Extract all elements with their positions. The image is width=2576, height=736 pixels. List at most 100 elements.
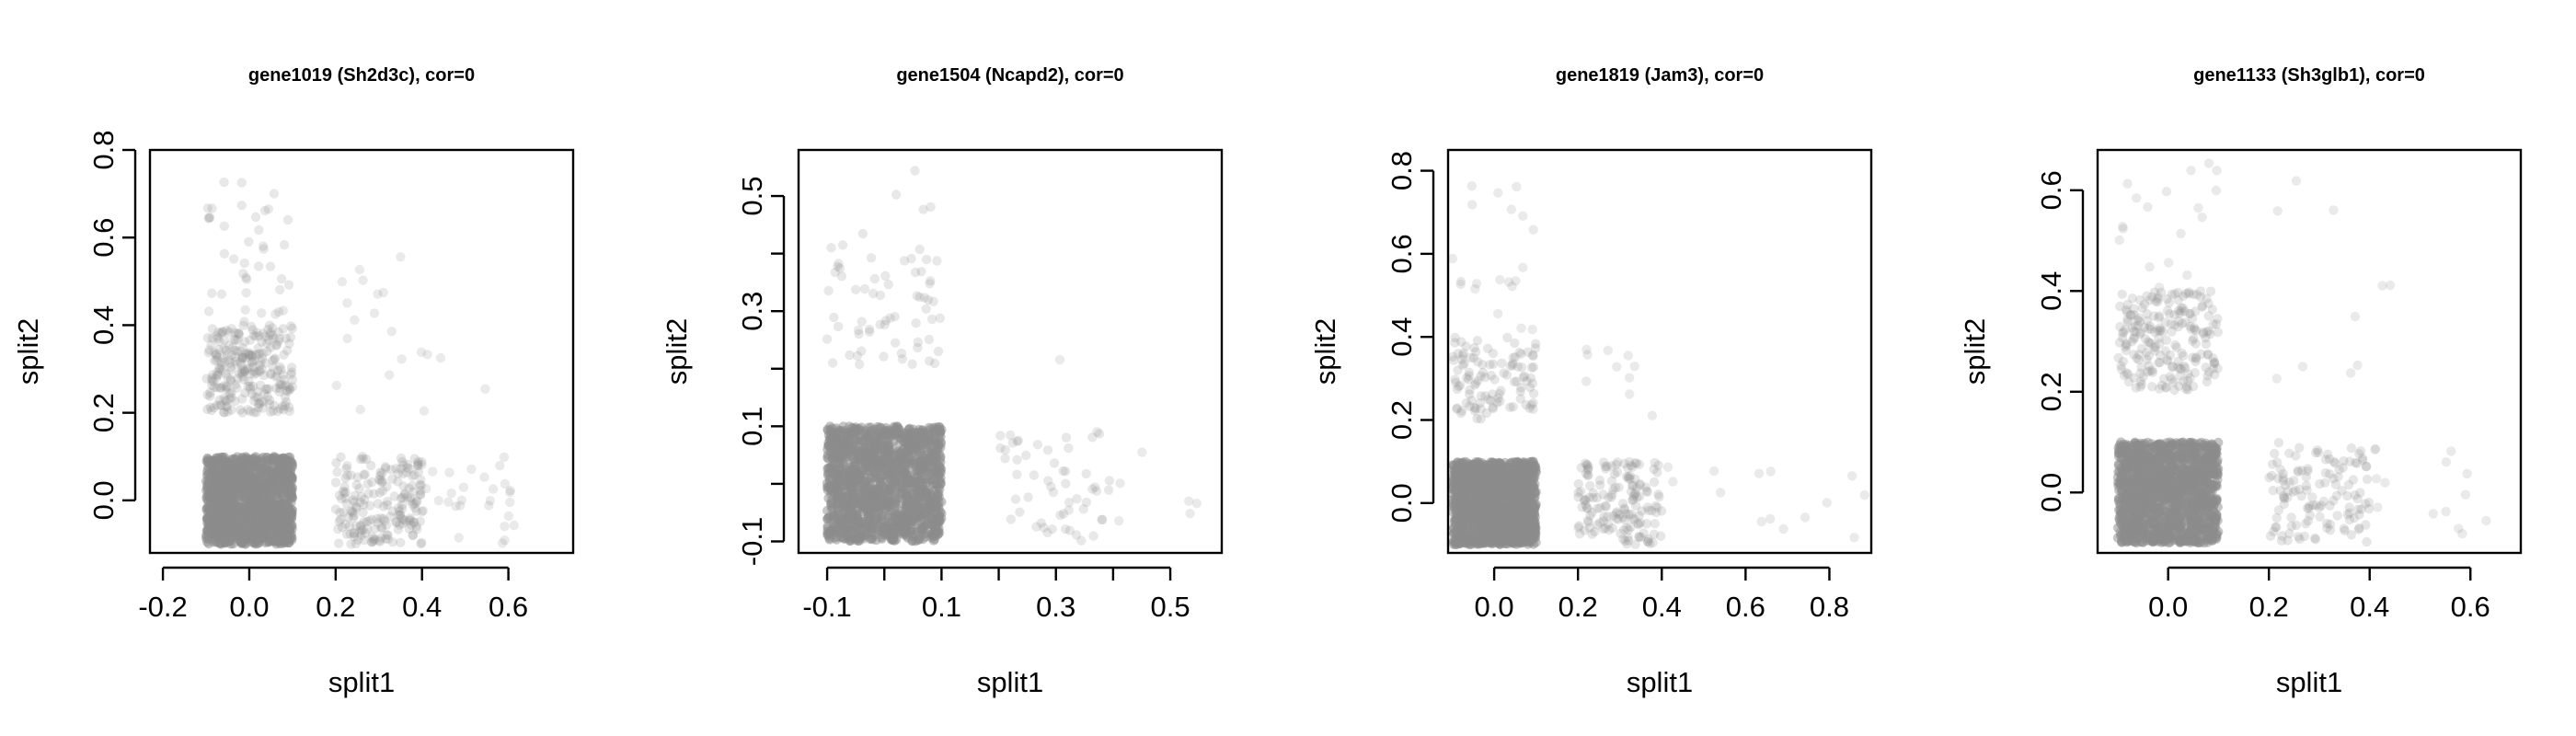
data-point bbox=[1448, 477, 1457, 487]
data-point bbox=[995, 443, 1006, 454]
data-point bbox=[1032, 440, 1043, 450]
data-point bbox=[361, 454, 372, 465]
data-point bbox=[233, 335, 243, 345]
data-point bbox=[253, 349, 263, 360]
points-layer bbox=[822, 166, 1202, 546]
data-point bbox=[1094, 429, 1105, 439]
data-point bbox=[395, 510, 406, 520]
data-point bbox=[224, 536, 236, 546]
data-point bbox=[266, 368, 276, 379]
data-point bbox=[249, 369, 259, 380]
data-point bbox=[240, 305, 250, 315]
data-point bbox=[220, 357, 230, 367]
data-point bbox=[226, 393, 236, 403]
data-point bbox=[205, 479, 216, 490]
data-point bbox=[402, 492, 413, 502]
data-point bbox=[339, 507, 349, 517]
data-point bbox=[833, 261, 843, 271]
data-point bbox=[228, 461, 238, 472]
data-point bbox=[833, 505, 843, 516]
data-point bbox=[346, 470, 356, 480]
data-point bbox=[247, 357, 258, 367]
data-point bbox=[235, 512, 246, 523]
data-point bbox=[401, 467, 411, 477]
data-point bbox=[268, 362, 278, 373]
data-point bbox=[1023, 492, 1033, 502]
data-point bbox=[914, 292, 925, 303]
data-point bbox=[827, 423, 837, 433]
data-point bbox=[224, 327, 235, 338]
y-tick-label: 0.5 bbox=[736, 177, 768, 216]
data-point bbox=[443, 497, 454, 507]
data-point bbox=[406, 493, 416, 503]
data-point bbox=[221, 401, 231, 412]
data-point bbox=[265, 342, 276, 352]
data-point bbox=[406, 520, 417, 530]
data-point bbox=[829, 312, 839, 323]
data-point bbox=[402, 463, 412, 473]
data-point bbox=[203, 538, 214, 549]
data-point bbox=[1088, 531, 1098, 541]
data-point bbox=[1061, 432, 1072, 443]
x-tick-label: 0.1 bbox=[922, 591, 961, 623]
data-point bbox=[363, 489, 374, 499]
data-point bbox=[1489, 537, 1500, 547]
data-point bbox=[212, 382, 222, 393]
points-layer bbox=[201, 177, 519, 549]
data-point bbox=[404, 523, 414, 534]
data-point bbox=[844, 455, 854, 466]
data-point bbox=[247, 381, 259, 391]
data-point bbox=[264, 398, 275, 409]
data-point bbox=[213, 328, 224, 338]
data-point bbox=[416, 475, 426, 485]
data-point bbox=[880, 524, 891, 535]
data-point bbox=[348, 495, 359, 505]
data-point bbox=[336, 514, 346, 524]
data-point bbox=[257, 364, 267, 374]
data-point bbox=[350, 315, 360, 325]
data-point bbox=[397, 518, 408, 529]
data-point bbox=[505, 485, 515, 496]
data-point bbox=[204, 506, 214, 516]
data-point bbox=[274, 386, 284, 397]
y-tick-label: 0.3 bbox=[736, 292, 768, 331]
data-point bbox=[853, 325, 864, 336]
data-point bbox=[224, 394, 235, 404]
data-point bbox=[355, 454, 366, 465]
data-point bbox=[337, 493, 347, 504]
data-point bbox=[274, 333, 285, 344]
data-point bbox=[346, 506, 356, 516]
data-point bbox=[1043, 476, 1053, 486]
data-point bbox=[358, 524, 368, 535]
data-point bbox=[259, 244, 269, 254]
data-point bbox=[245, 381, 256, 392]
data-point bbox=[270, 354, 280, 364]
data-point bbox=[369, 489, 379, 499]
data-point bbox=[275, 284, 285, 295]
y-tick-label: 0.1 bbox=[736, 407, 768, 446]
data-point bbox=[1091, 486, 1102, 496]
data-point bbox=[214, 363, 224, 374]
data-point bbox=[209, 532, 219, 543]
data-point bbox=[344, 521, 355, 532]
data-point bbox=[202, 333, 213, 343]
data-point bbox=[209, 348, 220, 358]
data-point bbox=[396, 252, 406, 262]
data-point bbox=[203, 348, 213, 358]
data-point bbox=[286, 367, 297, 377]
data-point bbox=[259, 397, 269, 407]
data-point bbox=[374, 488, 385, 498]
data-point bbox=[254, 224, 264, 236]
data-point bbox=[868, 486, 879, 496]
data-point bbox=[237, 372, 247, 382]
data-point bbox=[1064, 443, 1074, 454]
data-point bbox=[280, 537, 290, 547]
data-point bbox=[381, 520, 392, 530]
data-point bbox=[923, 294, 934, 305]
data-point bbox=[381, 463, 391, 474]
data-point bbox=[226, 517, 236, 527]
data-point bbox=[245, 519, 255, 530]
chart-title: gene1819 (Jam3), cor=0 bbox=[1556, 65, 1764, 86]
data-point bbox=[269, 452, 280, 462]
data-point bbox=[239, 366, 250, 377]
